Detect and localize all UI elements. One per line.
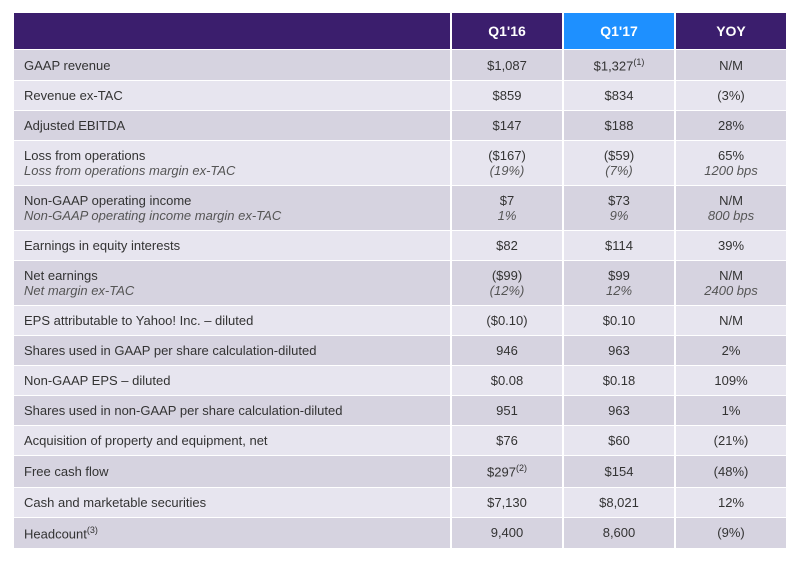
cell-q16: $297(2) (452, 456, 562, 486)
row-label: GAAP revenue (14, 50, 450, 80)
cell-q16: ($167)(19%) (452, 141, 562, 185)
cell-yoy: 1% (676, 396, 786, 425)
row-label: Loss from operationsLoss from operations… (14, 141, 450, 185)
row-label: Shares used in GAAP per share calculatio… (14, 336, 450, 365)
row-label: Earnings in equity interests (14, 231, 450, 260)
cell-q17: $9912% (564, 261, 674, 305)
table-row: Revenue ex-TAC$859$834(3%) (14, 81, 786, 110)
table-row: Non-GAAP operating incomeNon-GAAP operat… (14, 186, 786, 230)
cell-yoy: (3%) (676, 81, 786, 110)
cell-q16: 9,400 (452, 518, 562, 548)
cell-q17: 8,600 (564, 518, 674, 548)
cell-yoy: N/M2400 bps (676, 261, 786, 305)
row-label: Revenue ex-TAC (14, 81, 450, 110)
cell-q16: $71% (452, 186, 562, 230)
table-row: Shares used in non-GAAP per share calcul… (14, 396, 786, 425)
cell-q17: $154 (564, 456, 674, 486)
cell-yoy: 109% (676, 366, 786, 395)
cell-yoy: 28% (676, 111, 786, 140)
cell-yoy: 2% (676, 336, 786, 365)
table-row: Free cash flow$297(2)$154(48%) (14, 456, 786, 486)
cell-yoy: N/M800 bps (676, 186, 786, 230)
cell-yoy: 12% (676, 488, 786, 517)
cell-q17: 963 (564, 336, 674, 365)
row-label: Non-GAAP EPS – diluted (14, 366, 450, 395)
row-label: Free cash flow (14, 456, 450, 486)
table-row: Adjusted EBITDA$147$18828% (14, 111, 786, 140)
cell-q17: $60 (564, 426, 674, 455)
table-row: Cash and marketable securities$7,130$8,0… (14, 488, 786, 517)
row-label: Adjusted EBITDA (14, 111, 450, 140)
cell-q16: 946 (452, 336, 562, 365)
cell-q17: 963 (564, 396, 674, 425)
row-label: Non-GAAP operating incomeNon-GAAP operat… (14, 186, 450, 230)
cell-q16: $7,130 (452, 488, 562, 517)
table-row: Non-GAAP EPS – diluted$0.08$0.18109% (14, 366, 786, 395)
table-row: Headcount(3)9,4008,600(9%) (14, 518, 786, 548)
table-row: Acquisition of property and equipment, n… (14, 426, 786, 455)
table-body: GAAP revenue$1,087$1,327(1)N/MRevenue ex… (14, 50, 786, 548)
row-label: Cash and marketable securities (14, 488, 450, 517)
table-row: Earnings in equity interests$82$11439% (14, 231, 786, 260)
cell-q17: $8,021 (564, 488, 674, 517)
cell-q17: $739% (564, 186, 674, 230)
cell-q17: $0.18 (564, 366, 674, 395)
cell-q17: $0.10 (564, 306, 674, 335)
table-row: GAAP revenue$1,087$1,327(1)N/M (14, 50, 786, 80)
cell-q17: $188 (564, 111, 674, 140)
cell-yoy: (48%) (676, 456, 786, 486)
row-label: Net earningsNet margin ex-TAC (14, 261, 450, 305)
col-head-q117: Q1'17 (564, 13, 674, 49)
cell-yoy: (9%) (676, 518, 786, 548)
cell-q16: $0.08 (452, 366, 562, 395)
cell-yoy: (21%) (676, 426, 786, 455)
cell-q16: $147 (452, 111, 562, 140)
col-head-q116: Q1'16 (452, 13, 562, 49)
table-row: Loss from operationsLoss from operations… (14, 141, 786, 185)
cell-q16: $1,087 (452, 50, 562, 80)
col-head-label (14, 13, 450, 49)
cell-q17: $834 (564, 81, 674, 110)
cell-yoy: 39% (676, 231, 786, 260)
cell-q16: 951 (452, 396, 562, 425)
cell-q16: $859 (452, 81, 562, 110)
row-label: Headcount(3) (14, 518, 450, 548)
row-label: EPS attributable to Yahoo! Inc. – dilute… (14, 306, 450, 335)
cell-q17: ($59)(7%) (564, 141, 674, 185)
cell-q16: $82 (452, 231, 562, 260)
cell-q17: $114 (564, 231, 674, 260)
row-label: Shares used in non-GAAP per share calcul… (14, 396, 450, 425)
col-head-yoy: YOY (676, 13, 786, 49)
cell-yoy: N/M (676, 306, 786, 335)
row-label: Acquisition of property and equipment, n… (14, 426, 450, 455)
cell-q17: $1,327(1) (564, 50, 674, 80)
cell-q16: ($0.10) (452, 306, 562, 335)
cell-q16: ($99)(12%) (452, 261, 562, 305)
table-header: Q1'16Q1'17YOY (14, 13, 786, 49)
cell-q16: $76 (452, 426, 562, 455)
cell-yoy: 65%1200 bps (676, 141, 786, 185)
financial-table: Q1'16Q1'17YOY GAAP revenue$1,087$1,327(1… (12, 12, 788, 549)
table-row: Net earningsNet margin ex-TAC($99)(12%)$… (14, 261, 786, 305)
table-row: Shares used in GAAP per share calculatio… (14, 336, 786, 365)
cell-yoy: N/M (676, 50, 786, 80)
table-row: EPS attributable to Yahoo! Inc. – dilute… (14, 306, 786, 335)
